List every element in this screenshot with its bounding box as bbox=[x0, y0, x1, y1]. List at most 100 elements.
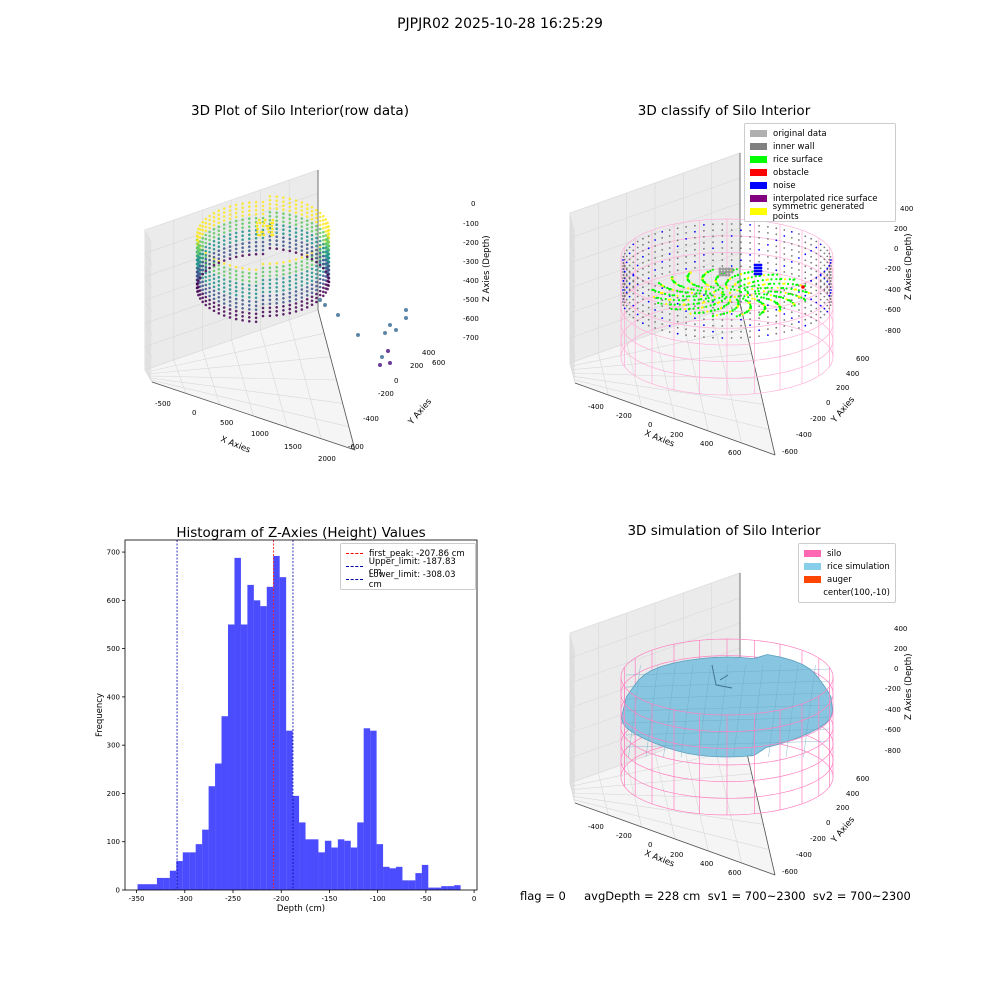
inner-wall-point bbox=[819, 298, 822, 301]
rice-surface-point bbox=[707, 288, 710, 291]
rice-surface-point bbox=[652, 288, 655, 292]
inner-wall-point bbox=[668, 235, 671, 237]
scatter-point bbox=[310, 279, 314, 283]
scatter-point bbox=[324, 258, 328, 261]
rice-surface-point bbox=[762, 296, 765, 299]
scatter-point bbox=[318, 261, 322, 265]
inner-wall-point bbox=[810, 243, 812, 246]
inner-wall-point bbox=[694, 335, 696, 338]
rice-mesh-line bbox=[698, 664, 711, 758]
inner-wall-point bbox=[749, 336, 751, 338]
scatter-point bbox=[217, 308, 221, 311]
inner-wall-point bbox=[819, 261, 822, 264]
rice-surface-point bbox=[695, 295, 698, 298]
inner-wall-point bbox=[749, 260, 751, 262]
inner-wall-point bbox=[625, 267, 628, 270]
panel2-ytick: 600 bbox=[856, 355, 869, 363]
scatter-point bbox=[294, 266, 298, 269]
inner-wall-point bbox=[798, 291, 800, 293]
scatter-point bbox=[282, 269, 285, 272]
scatter-point bbox=[254, 268, 258, 272]
scatter-point bbox=[275, 207, 278, 210]
inner-wall-point bbox=[730, 241, 733, 243]
panel1-zlabel: Z Axies (Depth) bbox=[482, 235, 492, 302]
inner-wall-point bbox=[826, 267, 829, 270]
scatter-point bbox=[208, 218, 211, 222]
rice-surface-point bbox=[757, 284, 760, 287]
scatter-point bbox=[228, 308, 232, 311]
scatter-point bbox=[282, 261, 285, 264]
scatter-point bbox=[275, 223, 278, 226]
scatter-point bbox=[222, 251, 226, 254]
scatter-point bbox=[318, 245, 322, 249]
scatter-point bbox=[261, 298, 265, 302]
inner-wall-point bbox=[622, 285, 625, 288]
histogram-bar bbox=[350, 847, 358, 890]
scatter-point bbox=[222, 266, 226, 269]
inner-wall-point bbox=[828, 294, 831, 297]
scatter-point bbox=[265, 224, 268, 228]
inner-wall-point bbox=[740, 336, 742, 339]
inner-wall-point bbox=[623, 276, 626, 279]
rice-surface-point bbox=[703, 301, 706, 304]
scatter-point bbox=[318, 253, 322, 257]
inner-wall-point bbox=[703, 230, 705, 232]
scatter-point bbox=[204, 245, 208, 249]
scatter-point bbox=[288, 209, 292, 213]
scatter-point bbox=[254, 296, 258, 300]
scatter-point bbox=[212, 243, 216, 247]
scatter-point bbox=[261, 306, 265, 310]
scatter-point bbox=[261, 310, 265, 314]
scatter-point bbox=[268, 266, 272, 270]
rice-surface-point bbox=[654, 289, 657, 293]
x-axis-line bbox=[574, 382, 776, 456]
panel4-silo-wireframe-front bbox=[620, 676, 834, 816]
legend-entry: noise bbox=[750, 179, 890, 192]
scatter-point bbox=[282, 216, 285, 219]
scatter-point bbox=[288, 271, 292, 275]
rice-surface-point bbox=[692, 307, 695, 310]
scatter-point bbox=[261, 252, 265, 256]
inner-wall-point bbox=[790, 329, 793, 331]
panel4-legend: silo rice simulation auger center(100,-10) bbox=[798, 543, 896, 603]
scatter-point bbox=[217, 209, 221, 212]
inner-wall-point bbox=[749, 266, 751, 268]
scatter-point bbox=[318, 293, 322, 297]
rice-surface-point bbox=[709, 285, 713, 288]
outlier-point bbox=[404, 316, 408, 320]
scatter-point bbox=[201, 232, 204, 236]
scatter-point bbox=[318, 219, 322, 223]
scatter-point bbox=[305, 258, 309, 261]
scatter-point bbox=[217, 225, 221, 228]
inner-wall-point bbox=[829, 255, 832, 258]
inner-wall-point bbox=[823, 288, 826, 291]
noise-point bbox=[759, 266, 763, 270]
histogram-bar bbox=[202, 829, 209, 890]
panel1-ytick: 400 bbox=[422, 349, 435, 357]
inner-wall-point bbox=[828, 276, 831, 279]
inner-wall-point bbox=[694, 248, 696, 251]
inner-wall-point bbox=[815, 270, 818, 273]
scatter-point bbox=[275, 310, 278, 313]
inner-wall-point bbox=[628, 282, 631, 285]
scatter-point bbox=[241, 279, 244, 282]
inner-wall-point bbox=[775, 233, 778, 236]
scatter-point bbox=[271, 218, 275, 222]
inner-wall-point bbox=[790, 299, 793, 301]
scatter-point bbox=[234, 273, 238, 277]
inner-wall-point bbox=[636, 252, 639, 255]
inner-wall-point bbox=[622, 259, 624, 261]
scatter-point bbox=[248, 213, 251, 216]
y-tick-label: 300 bbox=[107, 742, 120, 750]
inner-wall-point bbox=[676, 263, 679, 266]
inner-wall-point bbox=[767, 256, 769, 258]
scatter-point bbox=[282, 305, 285, 308]
rice-surface-point bbox=[682, 295, 685, 298]
scatter-point bbox=[198, 276, 202, 279]
rice-surface-point bbox=[678, 303, 681, 306]
scatter-point bbox=[310, 287, 314, 291]
scatter-point bbox=[204, 279, 208, 283]
scatter-point bbox=[217, 221, 221, 224]
scatter-point bbox=[300, 280, 304, 283]
inner-wall-point bbox=[622, 283, 624, 285]
